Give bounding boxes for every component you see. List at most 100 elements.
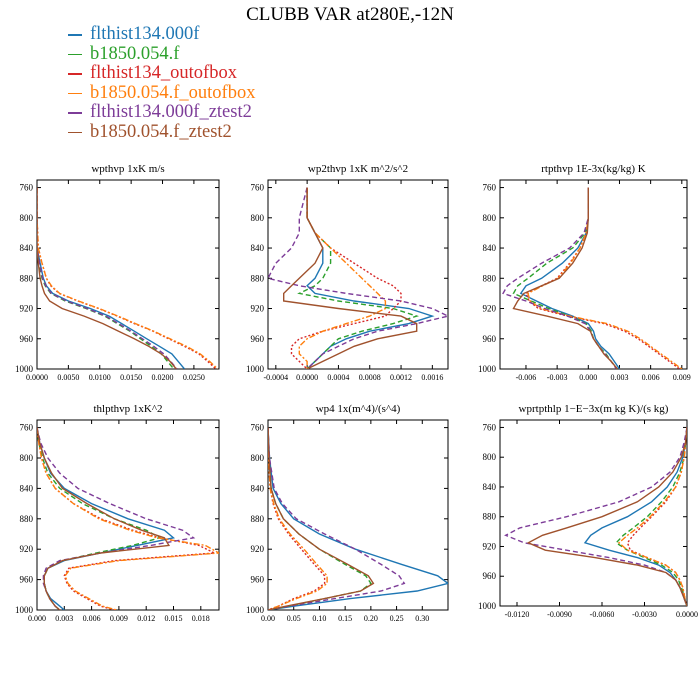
plot-frame: [499, 179, 688, 370]
series-line: [37, 427, 171, 610]
y-tick-label: 960: [483, 334, 497, 344]
y-tick-label: 800: [483, 213, 497, 223]
panel-title: wp2thvp 1xK m^2/s^2: [308, 163, 408, 175]
y-tick-label: 800: [20, 213, 34, 223]
series-line: [37, 187, 219, 369]
series-line: [297, 187, 419, 369]
x-tick-label: 0.10: [312, 614, 326, 623]
x-tick-label: 0.0000: [26, 373, 48, 382]
x-tick-label: 0.0000: [296, 373, 318, 382]
x-tick-label: 0.0008: [359, 373, 381, 382]
plot-frame: [36, 179, 220, 370]
chart-panel: thlpthvp 1xK^276080084088092096010000.00…: [15, 403, 220, 623]
x-tick-label: 0.0000: [676, 610, 698, 619]
series-line: [504, 427, 687, 606]
y-tick-label: 960: [20, 334, 34, 344]
series-line: [37, 187, 175, 369]
y-tick-label: 960: [251, 575, 265, 585]
series-line: [298, 187, 387, 369]
y-tick-label: 840: [251, 243, 265, 253]
y-tick-label: 920: [20, 304, 34, 314]
x-tick-label: 0.000: [28, 614, 46, 623]
panel-title: wpthvp 1xK m/s: [91, 163, 164, 175]
y-tick-label: 1000: [478, 601, 497, 611]
y-tick-label: 880: [20, 514, 34, 524]
x-tick-label: 0.003: [610, 373, 628, 382]
y-tick-label: 1000: [15, 605, 34, 615]
legend-swatch: [68, 53, 82, 55]
x-tick-label: 0.009: [673, 373, 691, 382]
y-tick-label: 880: [483, 512, 497, 522]
chart-panel: wp4 1x(m^4)/(s^4)76080084088092096010000…: [246, 403, 449, 623]
legend-label: b1850.054.f_ztest2: [90, 121, 232, 142]
series-line: [37, 427, 218, 610]
series-line: [519, 187, 621, 369]
series-line: [268, 187, 448, 369]
x-tick-label: 0.0150: [120, 373, 142, 382]
x-tick-label: 0.15: [338, 614, 352, 623]
legend-label: b1850.054.f: [90, 43, 180, 64]
x-tick-label: -0.0004: [263, 373, 288, 382]
legend-swatch: [68, 73, 82, 75]
plot-frame: [267, 179, 449, 370]
plot-frame: [267, 419, 449, 611]
series-line: [37, 187, 178, 369]
legend-label: flthist134_outofbox: [90, 63, 237, 83]
y-tick-label: 800: [251, 213, 265, 223]
x-tick-label: 0.0004: [327, 373, 349, 382]
y-tick-label: 920: [251, 544, 265, 554]
x-tick-label: 0.0050: [57, 373, 79, 382]
y-tick-label: 880: [483, 273, 497, 283]
series-line: [526, 427, 687, 606]
y-tick-label: 840: [20, 243, 34, 253]
y-tick-label: 1000: [15, 364, 34, 374]
legend-swatch: [68, 131, 82, 133]
series-line: [268, 427, 375, 610]
x-tick-label: -0.0060: [590, 610, 615, 619]
figure-title: CLUBB VAR at280E,-12N: [246, 4, 454, 25]
y-tick-label: 920: [483, 304, 497, 314]
y-tick-label: 840: [20, 483, 34, 493]
series-line: [37, 427, 219, 610]
series-line: [37, 187, 177, 369]
y-tick-label: 800: [251, 453, 265, 463]
series-line: [512, 187, 618, 369]
y-tick-label: 800: [483, 452, 497, 462]
y-tick-label: 1000: [478, 364, 497, 374]
series-line: [512, 187, 618, 369]
panel-title: wp4 1x(m^4)/(s^4): [316, 403, 401, 415]
y-tick-label: 880: [251, 273, 265, 283]
y-tick-label: 920: [20, 544, 34, 554]
y-tick-label: 800: [20, 453, 34, 463]
x-tick-label: 0.0200: [152, 373, 174, 382]
y-tick-label: 1000: [246, 364, 265, 374]
x-tick-label: 0.003: [55, 614, 73, 623]
chart-panel: wp2thvp 1xK m^2/s^2 760 800 840 880 920 960 100…: [246, 163, 449, 382]
y-tick-label: 760: [20, 423, 34, 433]
legend-label: b1850.054.f_outofbox: [90, 82, 256, 103]
y-tick-label: 920: [251, 304, 265, 314]
series-line: [268, 427, 326, 610]
x-tick-label: 0.006: [83, 614, 101, 623]
x-tick-label: -0.0090: [547, 610, 572, 619]
y-tick-label: 1000: [246, 605, 265, 615]
series-line: [37, 187, 186, 369]
legend-label: flthist134.000f: [90, 24, 200, 44]
x-tick-label: 0.018: [192, 614, 210, 623]
x-tick-label: 0.0250: [183, 373, 205, 382]
panel-title: thlpthvp 1xK^2: [93, 403, 162, 415]
y-tick-label: 880: [20, 273, 34, 283]
x-tick-label: 0.0016: [421, 373, 443, 382]
y-tick-label: 840: [483, 243, 497, 253]
legend-swatch: [68, 92, 82, 94]
series-line: [527, 187, 683, 369]
x-tick-label: 0.012: [137, 614, 155, 623]
x-tick-label: 0.20: [364, 614, 378, 623]
x-tick-label: 0.0012: [390, 373, 412, 382]
series-line: [290, 187, 402, 369]
y-tick-label: 840: [251, 483, 265, 493]
x-tick-label: 0.015: [165, 614, 183, 623]
legend-swatch: [68, 34, 82, 36]
y-tick-label: 760: [251, 423, 265, 433]
